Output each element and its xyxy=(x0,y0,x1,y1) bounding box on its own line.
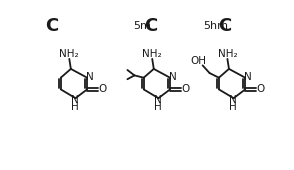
Text: 5m: 5m xyxy=(134,21,151,31)
Text: 5hm: 5hm xyxy=(203,21,228,31)
Text: H: H xyxy=(71,102,78,112)
Text: NH₂: NH₂ xyxy=(142,49,162,59)
Text: O: O xyxy=(257,84,265,94)
Text: NH₂: NH₂ xyxy=(218,49,237,59)
Text: OH: OH xyxy=(190,56,206,66)
Text: NH₂: NH₂ xyxy=(59,49,79,59)
Text: O: O xyxy=(181,84,190,94)
Text: N: N xyxy=(154,95,161,105)
Text: N: N xyxy=(71,95,78,105)
Text: C: C xyxy=(144,17,157,35)
Text: N: N xyxy=(168,72,176,82)
Text: N: N xyxy=(229,95,237,105)
Text: O: O xyxy=(98,84,107,94)
Text: N: N xyxy=(86,72,93,82)
Text: N: N xyxy=(244,72,251,82)
Text: H: H xyxy=(154,102,161,112)
Text: C: C xyxy=(218,17,231,35)
Text: H: H xyxy=(229,102,237,112)
Text: C: C xyxy=(46,17,59,35)
